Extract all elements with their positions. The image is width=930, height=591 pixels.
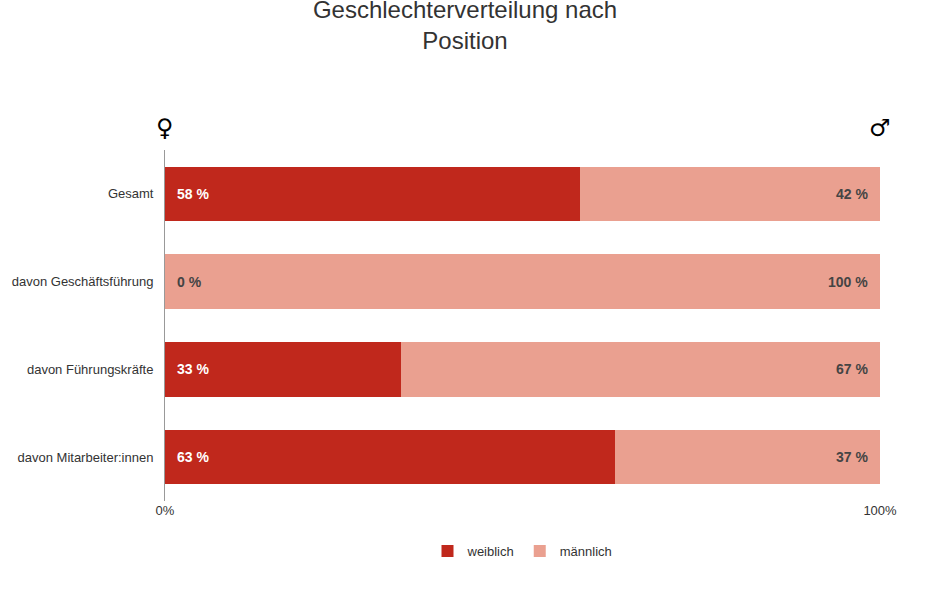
- svg-text:Gesamt: Gesamt: [108, 186, 154, 201]
- svg-text:davon Geschäftsführung: davon Geschäftsführung: [12, 274, 154, 289]
- svg-text:Geschlechterverteilung nachPos: Geschlechterverteilung nachPosition: [313, 0, 617, 54]
- svg-text:100 %: 100 %: [828, 274, 868, 290]
- svg-text:männlich: männlich: [560, 544, 612, 559]
- svg-text:davon Mitarbeiter:innen: davon Mitarbeiter:innen: [18, 450, 154, 465]
- svg-text:33 %: 33 %: [177, 361, 209, 377]
- svg-text:37 %: 37 %: [836, 449, 868, 465]
- svg-text:58 %: 58 %: [177, 186, 209, 202]
- svg-text:100%: 100%: [863, 503, 897, 518]
- svg-text:♂: ♂: [869, 114, 891, 142]
- svg-text:weiblich: weiblich: [467, 544, 514, 559]
- svg-text:67 %: 67 %: [836, 361, 868, 377]
- svg-text:42 %: 42 %: [836, 186, 868, 202]
- svg-text:♀: ♀: [156, 114, 174, 142]
- svg-text:63 %: 63 %: [177, 449, 209, 465]
- svg-text:davon Führungskräfte: davon Führungskräfte: [27, 362, 153, 377]
- svg-text:0%: 0%: [156, 503, 175, 518]
- svg-text:0 %: 0 %: [177, 274, 202, 290]
